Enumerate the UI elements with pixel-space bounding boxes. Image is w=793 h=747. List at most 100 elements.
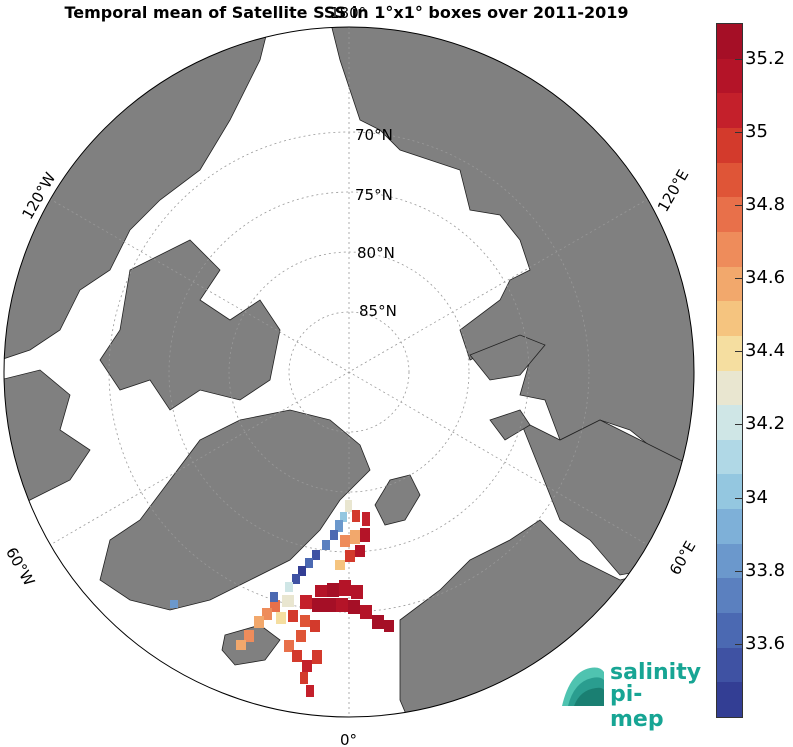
sss-cell [282,595,294,607]
lon-label-60e: 60°E [666,538,700,578]
colorbar-tick-label: 34.4 [734,340,786,362]
colorbar-tick-label: 34.2 [734,413,786,435]
colorbar-segment [717,682,742,718]
sss-cell [351,585,363,599]
map-boundary [3,26,695,718]
colorbar-segment [717,543,742,579]
sss-cell [348,600,360,614]
sss-cell [384,620,394,632]
colorbar-segment [717,266,742,302]
colorbar-segment [717,647,742,683]
sss-cell [345,550,355,562]
sss-cell [327,583,339,597]
sss-cell [345,500,352,512]
lon-label-0: 0° [340,731,357,747]
chart-title: Temporal mean of Satellite SSS in 1°x1° … [64,3,629,22]
sss-cell [244,630,254,642]
sss-cell [284,640,294,652]
colorbar [716,23,743,718]
sss-cell [312,598,324,612]
colorbar-tick-label: 33.8 [734,559,786,581]
lat-label-85: 85°N [359,302,397,320]
sss-cell [276,612,286,624]
colorbar-segment [717,474,742,510]
colorbar-segment [717,58,742,94]
sss-cell [306,685,314,697]
sss-cell [296,630,306,642]
colorbar-segment [717,578,742,614]
sss-data-cells [170,500,394,697]
sss-cell [312,550,320,560]
colorbar-segment [717,509,742,545]
colorbar-segment [717,231,742,268]
land-novaya-zemlya [469,334,546,381]
sss-cell [372,615,384,629]
sss-cell [270,600,280,612]
colorbar-tick-label: 35 [735,120,768,142]
sss-cell [292,574,300,584]
polar-map: 70°N 75°N 80°N 85°N 0° 60°E 120°E 180° 1… [2,4,700,747]
sss-cell [335,560,345,570]
lon-label-60w: 60°W [2,544,38,589]
colorbar-segment [717,335,742,371]
sss-cell [339,580,351,596]
sss-cell [340,512,347,522]
colorbar-segment [717,439,742,475]
sss-cell [300,672,308,684]
colorbar-segment [717,93,742,129]
land-franz-josef [489,409,531,441]
colorbar-tick-label: 33.6 [734,632,786,654]
colorbar-tick-label: 34 [735,486,768,508]
lon-label-180: 180° [330,4,366,22]
sss-cell [330,530,338,540]
logo-text-pi-mep: pi-mep [610,682,664,732]
sss-cell [285,582,293,592]
sss-cell [310,620,320,632]
lat-label-75: 75°N [355,186,393,204]
logo-text-salinity: salinity [610,660,702,685]
sss-cell [292,650,302,662]
land-svalbard [374,474,421,526]
colorbar-segment [717,197,742,233]
colorbar-segment [717,613,742,649]
sss-cell [300,595,312,609]
colorbar-segment [717,301,742,337]
sss-cell [170,600,178,608]
land-greenland [99,409,371,611]
lon-label-120e: 120°E [654,166,692,214]
colorbar-segment [717,370,742,406]
sss-cell [305,558,313,568]
sss-cell [270,592,278,602]
sss-cell [340,535,350,547]
colorbar-tick-label: 34.6 [734,267,786,289]
sss-cell [315,585,327,597]
sss-cell [312,650,322,664]
sss-cell [360,528,370,542]
sss-cell [298,566,306,576]
land-archipelago [99,239,281,411]
sss-cell [355,545,365,557]
sss-cell [322,540,330,550]
sss-cell [350,530,360,544]
lat-label-80: 80°N [357,244,395,262]
colorbar-segment [717,127,742,164]
sss-cell [300,615,310,627]
colorbar-tick-label: 35.2 [734,47,786,69]
sss-cell [254,616,264,628]
sss-cell [352,510,360,522]
sss-cell [362,512,370,526]
wave-icon [562,667,604,706]
sss-cell [262,608,272,620]
sss-cell [336,598,348,612]
sss-cell [288,610,298,622]
sss-cell [302,660,312,672]
lat-label-70: 70°N [355,126,393,144]
sss-cell [236,640,246,650]
colorbar-tick-label: 34.8 [734,193,786,215]
salinity-pi-mep-logo: salinity pi-mep [560,660,701,732]
colorbar-segment [717,24,742,60]
graticule [49,27,649,717]
colorbar-segment [717,405,742,441]
sss-cell [335,520,343,532]
colorbar-segment [717,162,742,198]
